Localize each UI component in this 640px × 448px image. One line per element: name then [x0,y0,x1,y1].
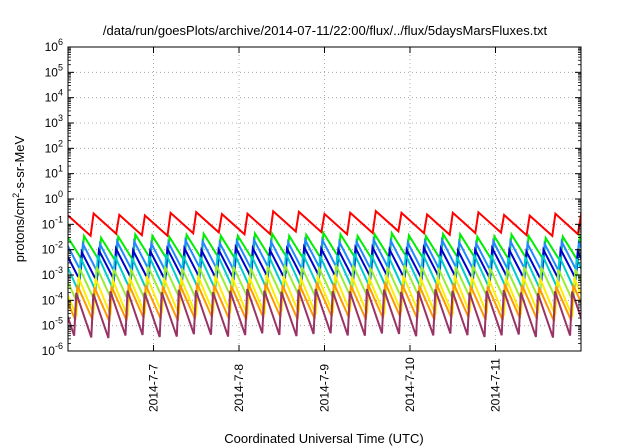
y-tick-label-exponent: 4 [58,88,63,98]
y-tick-label-base: 10 [42,344,56,358]
y-tick-label: 10-6 [42,341,63,358]
y-tick-label-base: 10 [42,217,56,231]
y-tick-label: 106 [45,37,63,54]
y-tick-label: 10-4 [42,290,63,307]
y-tick-label-base: 10 [45,91,59,105]
y-tick-label-exponent: -1 [55,214,63,224]
x-tick-label: 2014-7-11 [489,358,503,412]
axis-ticks [68,46,581,352]
y-tick-label-exponent: 1 [58,164,63,174]
y-axis-title: protons/cm2-s-sr-MeV [11,135,27,262]
y-tick-label-exponent: -2 [55,240,63,250]
y-axis-tick-labels: 10-610-510-410-310-210-11001011021031041… [42,37,63,358]
y-tick-label-base: 10 [45,192,59,206]
y-tick-label-base: 10 [45,40,59,54]
x-tick-label: 2014-7-8 [232,364,246,412]
y-tick-label-exponent: 0 [58,189,63,199]
y-tick-label-base: 10 [45,65,59,79]
y-tick-label: 101 [45,164,63,181]
y-tick-label: 102 [45,138,63,155]
y-tick-label-base: 10 [42,243,56,257]
x-tick-label: 2014-7-7 [147,364,161,412]
y-tick-label-exponent: -5 [55,316,63,326]
x-axis-title: Coordinated Universal Time (UTC) [224,431,423,446]
y-tick-label: 104 [45,88,63,105]
x-axis-tick-labels: 2014-7-7 2014-7-8 2014-7-9 2014-7-10 2014-7-… [147,357,503,412]
y-tick-label-exponent: 5 [58,62,63,72]
y-tick-label-exponent: 3 [58,113,63,123]
y-tick-label-base: 10 [42,293,56,307]
y-tick-label-base: 10 [45,141,59,155]
x-tick-label: 2014-7-9 [318,364,332,412]
chart-title: /data/run/goesPlots/archive/2014-07-11/2… [103,23,548,38]
series-line-0 [68,209,581,238]
y-tick-label-base: 10 [45,116,59,130]
x-tick-label: 2014-7-10 [403,357,417,412]
y-tick-label-exponent: 2 [58,138,63,148]
y-tick-label-base: 10 [42,319,56,333]
series-line-8 [68,288,581,339]
y-tick-label: 10-1 [42,214,63,231]
y-tick-label: 100 [45,189,63,206]
y-tick-label-base: 10 [45,167,59,181]
y-tick-label-exponent: -3 [55,265,63,275]
y-tick-label: 10-5 [42,316,63,333]
y-tick-label: 103 [45,113,63,130]
y-tick-label: 10-3 [42,265,63,282]
y-tick-label-exponent: 6 [58,37,63,47]
y-tick-label: 10-2 [42,240,63,257]
y-tick-label-exponent: -6 [55,341,63,351]
y-tick-label: 105 [45,62,63,79]
y-tick-label-base: 10 [42,268,56,282]
series-group [68,209,581,339]
y-tick-label-exponent: -4 [55,290,63,300]
